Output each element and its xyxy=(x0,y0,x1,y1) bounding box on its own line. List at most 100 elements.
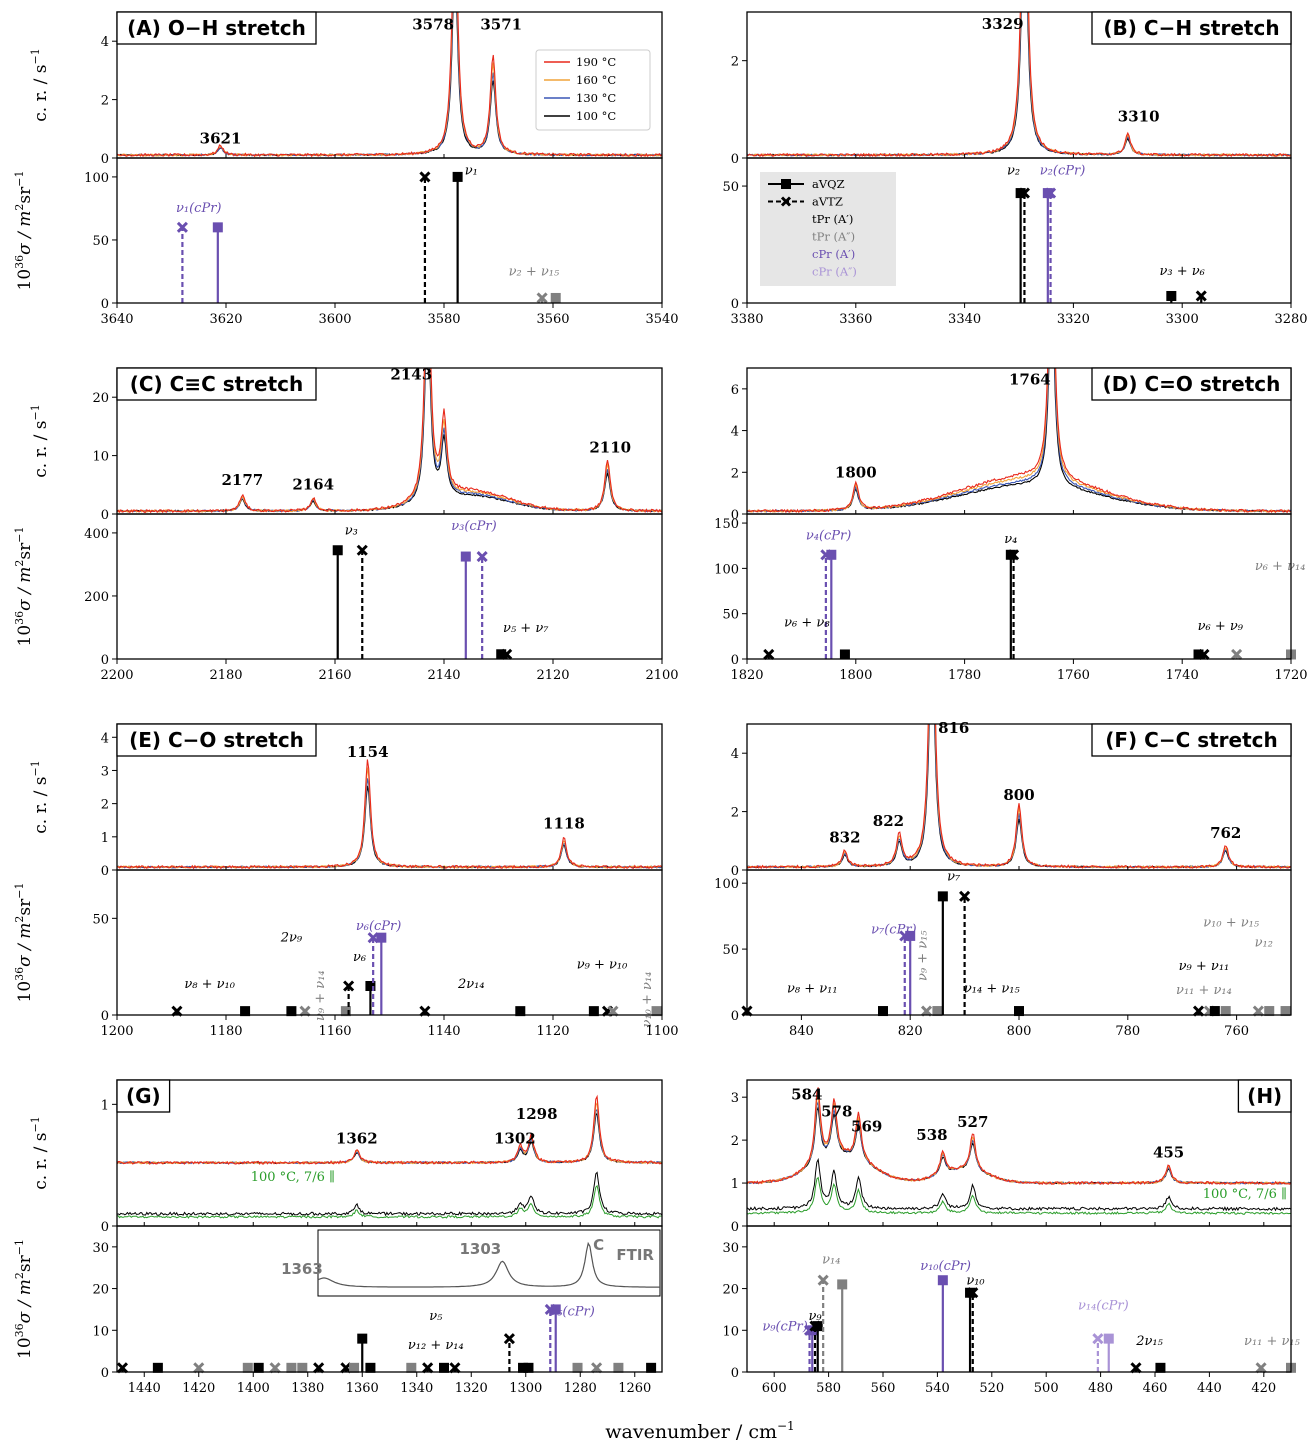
stick-label: ν₇ xyxy=(947,870,961,885)
y-tick-label-top: 2 xyxy=(101,94,109,109)
stick-marker-square xyxy=(365,1362,376,1373)
peak-label: 1298 xyxy=(516,1105,558,1123)
x-tick-label: 1360 xyxy=(346,1381,379,1396)
stick-marker-square xyxy=(937,1275,948,1286)
polarization-label: 100 °C, 7/6 ∥ xyxy=(251,1170,335,1185)
y-label-part: sr xyxy=(15,898,35,916)
stick-marker-square xyxy=(1014,1006,1024,1017)
y-axis-label-spectrum: c. r. / s−1 xyxy=(29,404,51,477)
panel-title-box xyxy=(1237,1079,1292,1113)
stick-marker-cross xyxy=(449,1362,461,1374)
trace-t190 xyxy=(117,368,662,514)
y-tick-label-bottom: 200 xyxy=(84,590,109,605)
stick-marker-cross xyxy=(536,292,548,304)
stick-marker-square xyxy=(812,1321,823,1332)
spectrum-traces xyxy=(747,368,1291,514)
inset-peak-label: C xyxy=(593,1236,604,1254)
y-label-sup: −1 xyxy=(29,1116,42,1132)
stick-marker-square xyxy=(550,292,561,303)
x-tick-label: 440 xyxy=(1197,1381,1222,1396)
y-tick-label-top: 6 xyxy=(731,383,739,398)
y-tick-label-bottom: 50 xyxy=(722,608,739,623)
x-tick-label: 3340 xyxy=(948,312,981,327)
trace-t190 xyxy=(747,368,1291,514)
y-label-part: 2 xyxy=(13,916,26,923)
x-tick-label: 3600 xyxy=(318,312,351,327)
stick-label: ν₁₁ + ν₁₅ xyxy=(1244,1334,1301,1349)
y-axis-label-spectrum: c. r. / s−1 xyxy=(29,1116,51,1189)
x-tick-label: 500 xyxy=(1034,1381,1059,1396)
stick-marker-square xyxy=(1015,188,1026,199)
stick-label: ν₁₁ + ν₁₄ xyxy=(1176,983,1232,998)
stick-label: ν₁₀ xyxy=(966,1273,985,1288)
y-tick-label-bottom: 50 xyxy=(722,180,739,195)
inset-peak-label: 1363 xyxy=(281,1260,323,1278)
stick-marker-cross xyxy=(116,1362,129,1374)
x-tick-label: 1140 xyxy=(427,1024,460,1039)
stick-label: ν₁₀ + ν₁₅ xyxy=(1203,916,1260,931)
panel-b: 3329 3310 ν₂ ν₂(cPr) ν₃ + ν₆ 3380 3360 3340 3320… xyxy=(722,11,1308,327)
peak-label: 3310 xyxy=(1118,108,1160,126)
panel-title-box xyxy=(116,367,317,401)
stick-marker-cross xyxy=(1231,648,1243,661)
panel-title-box xyxy=(1091,11,1292,45)
stick-label: ν₁(cPr) xyxy=(176,201,222,216)
peak-label: 822 xyxy=(873,812,904,830)
legend-label: tPr (A′) xyxy=(812,212,853,226)
peak-label: 2177 xyxy=(221,471,263,489)
stick-marker-square xyxy=(826,549,837,560)
legend-label: 190 °C xyxy=(576,55,616,69)
stick-marker-square xyxy=(515,1006,526,1017)
y-tick-label-bottom: 50 xyxy=(92,912,109,927)
stick-marker-square xyxy=(286,1006,297,1017)
y-tick-label-top: 0 xyxy=(101,508,109,523)
stick-marker-cross xyxy=(269,1362,281,1374)
y-label-part: 2 xyxy=(13,560,26,567)
y-tick-label-bottom: 10 xyxy=(92,1324,109,1339)
y-tick-label-top: 20 xyxy=(92,391,109,406)
peak-label: 1118 xyxy=(543,815,585,833)
spectrum-traces xyxy=(117,1094,662,1219)
y-tick-label-top: 2 xyxy=(731,55,739,70)
y-label-part: 10 xyxy=(15,625,35,647)
x-axis-label: wavenumber / cm−1 xyxy=(605,1419,794,1443)
y-tick-label-top: 0 xyxy=(101,152,109,167)
trace-t190 xyxy=(117,12,662,158)
x-axis-label-text: wavenumber / cm xyxy=(605,1421,777,1443)
stick-marker-square xyxy=(242,1362,253,1373)
spectrum-traces xyxy=(747,1087,1291,1215)
stick-marker-square xyxy=(332,545,343,556)
x-tick-label: 3380 xyxy=(730,312,763,327)
x-tick-label: 460 xyxy=(1143,1381,1168,1396)
y-label-part: σ / m xyxy=(15,923,35,967)
stick-marker-square xyxy=(878,1006,888,1017)
stick-label: ν₉(cPr) xyxy=(762,1319,808,1334)
x-tick-label: 840 xyxy=(789,1024,814,1039)
y-tick-label-bottom: 400 xyxy=(84,527,109,542)
peak-label: 527 xyxy=(957,1113,988,1131)
stick-marker-cross xyxy=(817,1274,829,1286)
x-tick-label: 3580 xyxy=(427,312,460,327)
y-label-main: c. r. / s xyxy=(31,776,51,833)
y-axis-label-sticks: 1036σ / m2sr−1 xyxy=(13,171,35,291)
stick-label: ν₈ + ν₁₁ xyxy=(787,982,838,997)
stick-marker-cross xyxy=(193,1362,205,1374)
y-label-part: 10 xyxy=(15,981,35,1003)
x-tick-label: 1400 xyxy=(237,1381,270,1396)
stick-label: ν₂(cPr) xyxy=(1040,163,1086,178)
x-axis-label-sup: −1 xyxy=(777,1419,795,1433)
stick-marker-square xyxy=(340,1006,351,1017)
stick-marker-cross xyxy=(1198,648,1210,661)
stick-marker-square xyxy=(365,981,376,991)
stick-marker-cross xyxy=(476,550,488,563)
x-tick-label: 820 xyxy=(898,1024,923,1039)
stick-marker-square xyxy=(839,649,850,660)
trace-t190 xyxy=(117,1094,662,1165)
y-label-part: sr xyxy=(15,1254,35,1272)
stick-label: ν₂ + ν₁₅ xyxy=(509,264,560,279)
y-tick-label-top: 10 xyxy=(92,450,109,465)
